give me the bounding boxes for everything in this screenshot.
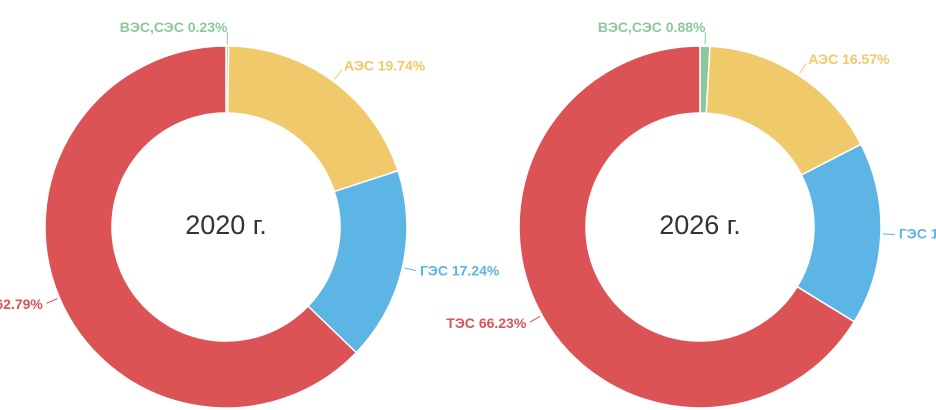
center-label: 2026 г.	[659, 210, 741, 240]
value-label: 0.23%	[188, 19, 228, 35]
category-name: АЭС	[344, 57, 374, 73]
data-label: АЭС 16.57%	[808, 51, 890, 67]
data-label: ТЭС 66.23%	[446, 315, 527, 331]
value-label: 0.88%	[666, 19, 706, 35]
leader-line	[334, 69, 343, 80]
value-label: 16.57%	[842, 51, 890, 67]
value-label: 16.32%	[931, 225, 936, 241]
data-label: ТЭС 62.79%	[0, 296, 43, 312]
category-name: ГЭС	[420, 262, 448, 278]
category-name: ТЭС	[446, 315, 475, 331]
value-label: 17.24%	[452, 262, 500, 278]
slice	[518, 45, 856, 409]
category-name: ВЭС,СЭС	[598, 19, 662, 35]
data-label: ГЭС 17.24%	[420, 262, 500, 278]
slice	[44, 45, 358, 409]
category-name: ГЭС	[899, 225, 927, 241]
value-label: 19.74%	[378, 57, 426, 73]
category-name: ВЭС,СЭС	[120, 19, 184, 35]
leader-line	[404, 267, 417, 272]
slice	[226, 45, 399, 193]
leader-line	[46, 298, 58, 304]
leader-line	[799, 63, 807, 74]
value-label: 66.23%	[479, 315, 527, 331]
data-label: ВЭС,СЭС 0.88%	[598, 19, 706, 35]
category-name: АЭС	[808, 51, 838, 67]
data-label: АЭС 19.74%	[344, 57, 426, 73]
leader-line	[529, 315, 541, 323]
data-label: ВЭС,СЭС 0.23%	[120, 19, 228, 35]
center-label: 2020 г.	[185, 210, 267, 240]
value-label: 62.79%	[0, 296, 43, 312]
data-label: ГЭС 16.32%	[899, 225, 936, 241]
